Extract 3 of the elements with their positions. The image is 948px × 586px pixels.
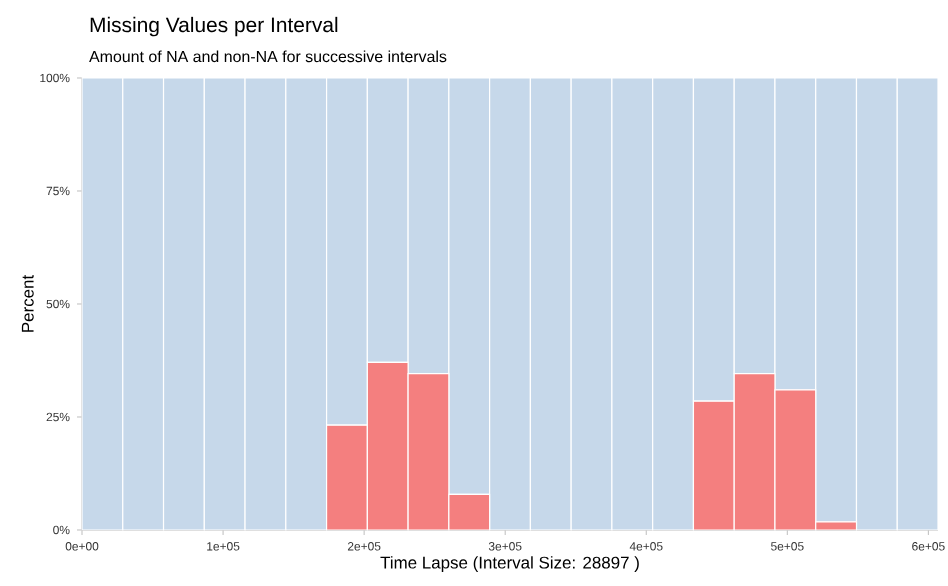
chart-title: Missing Values per Interval: [90, 16, 338, 37]
x-axis-title: Time Lapse (Interval Size: 28897 ): [380, 556, 639, 572]
y-axis-title: Percent: [21, 274, 34, 332]
